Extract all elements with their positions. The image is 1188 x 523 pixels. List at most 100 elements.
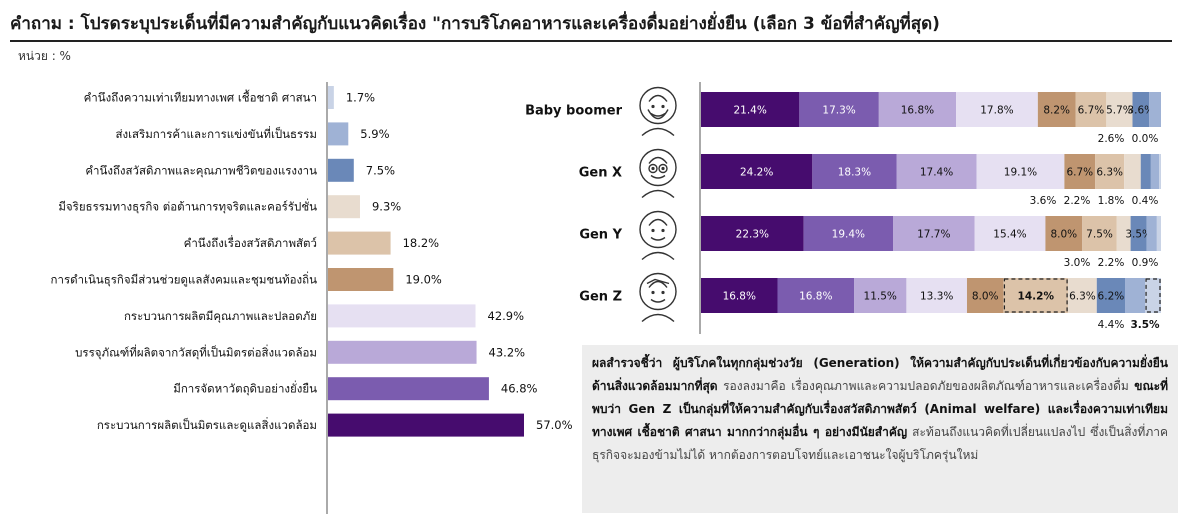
stacked-segment	[1064, 154, 1096, 189]
segment-label: 3.5%	[1125, 229, 1152, 241]
stacked-segment	[1146, 216, 1157, 251]
segment-label: 8.0%	[972, 291, 999, 303]
value-label: 1.7%	[346, 91, 375, 105]
category-label: มีจริยธรรมทางธุรกิจ ต่อต้านการทุจริตและค…	[58, 199, 317, 214]
segment-label: 16.8%	[799, 291, 832, 303]
bar	[328, 158, 354, 182]
stacked-segment	[701, 216, 804, 251]
summary-normal-2: สะท้อนถึงแนวคิดที่เปลี่ยนแปลงไป ซึ่งเป็น…	[592, 425, 1168, 462]
highlight-box	[1145, 278, 1161, 313]
segment-label: 3.6%	[1127, 105, 1154, 117]
segment-label: 24.2%	[740, 167, 773, 179]
segment-label: 15.4%	[993, 229, 1026, 241]
stacked-segment	[1150, 154, 1160, 189]
icon-shoulders	[641, 189, 675, 199]
stacked-segment	[1106, 92, 1133, 127]
stacked-segment	[1095, 154, 1125, 189]
segment-label: 19.1%	[1004, 167, 1037, 179]
segment-label: 13.3%	[920, 291, 953, 303]
bar	[328, 340, 477, 364]
value-label: 18.2%	[403, 236, 440, 250]
stacked-segment	[956, 92, 1038, 127]
icon-shoulders	[641, 251, 675, 261]
icon-hair	[648, 280, 668, 288]
stacked-segment	[906, 278, 967, 313]
icon-outline	[639, 148, 677, 187]
segment-label: 17.7%	[917, 229, 950, 241]
stacked-segment	[1132, 92, 1150, 127]
title-divider	[10, 40, 1172, 42]
icon-eye	[651, 228, 655, 233]
summary-bold-1: ผลสำรวจชี้ว่า ผู้บริโภคในทุกกลุ่มช่วงวัย…	[592, 356, 1168, 393]
stacked-segment	[1075, 92, 1107, 127]
icon-glasses-lens	[658, 163, 668, 174]
stacked-segment	[854, 278, 907, 313]
below-label: 3.6%	[1030, 195, 1057, 207]
icon-eye	[661, 290, 665, 295]
stacked-segment	[966, 278, 1004, 313]
stacked-segment	[878, 92, 957, 127]
icon-eye	[661, 166, 665, 171]
highlight-box	[1003, 278, 1068, 313]
stacked-segment	[1156, 216, 1161, 251]
value-label: 19.0%	[405, 273, 442, 287]
segment-label: 8.2%	[1043, 105, 1070, 117]
icon-mouth	[650, 298, 666, 303]
below-label: 1.8%	[1098, 195, 1125, 207]
stacked-segment	[1125, 278, 1146, 313]
icon-hair	[648, 218, 668, 226]
bar	[328, 86, 334, 109]
bar	[328, 122, 349, 146]
icon-eye	[661, 228, 665, 233]
value-label: 7.5%	[366, 163, 395, 177]
bar	[328, 231, 391, 255]
icon-shoulders	[641, 127, 675, 137]
bar	[328, 195, 360, 219]
stacked-segment	[1068, 278, 1097, 313]
stacked-segment	[701, 278, 778, 313]
below-label: 3.5%	[1130, 319, 1160, 331]
generation-stacked-chart: Baby boomer 21.4% 17.3% 16.8% 17.8% 8.2% 6.7% 5…	[525, 82, 1161, 334]
stacked-segment	[976, 154, 1065, 189]
stacked-segment	[1130, 216, 1147, 251]
summary-box: ผลสำรวจชี้ว่า ผู้บริโภคในทุกกลุ่มช่วงวัย…	[582, 345, 1178, 513]
segment-label: 8.0%	[1050, 229, 1077, 241]
stacked-segment	[1149, 92, 1161, 127]
segment-label: 21.4%	[733, 105, 766, 117]
stacked-segment	[1082, 216, 1117, 251]
icon-eye	[651, 290, 655, 295]
segment-label: 11.5%	[864, 291, 897, 303]
segment-label: 18.3%	[838, 167, 871, 179]
category-label: คำนึงถึงสวัสดิภาพและคุณภาพชีวิตของแรงงาน	[85, 163, 317, 177]
stacked-segment	[1003, 278, 1069, 313]
unit-label: หน่วย : %	[18, 49, 71, 63]
icon-beard	[647, 109, 669, 120]
stacked-segment	[799, 92, 879, 127]
stacked-segment	[896, 154, 977, 189]
summary-normal-1: รองลงมาคือ เรื่องคุณภาพและความปลอดภัยของ…	[717, 379, 1135, 393]
man-glasses-icon	[639, 148, 677, 199]
category-label: การดำเนินธุรกิจมีส่วนช่วยดูแลสังคมและชุม…	[51, 272, 318, 287]
segment-label: 14.2%	[1018, 291, 1055, 303]
icon-shoulders	[641, 313, 675, 323]
stacked-segment	[803, 216, 894, 251]
category-label: กระบวนการผลิตเป็นมิตรและดูแลสิ่งแวดล้อม	[97, 417, 317, 432]
stacked-segment	[1116, 216, 1131, 251]
value-label: 5.9%	[360, 127, 389, 141]
icon-mouth	[650, 112, 666, 117]
icon-fringe	[646, 278, 670, 285]
man-icon	[639, 210, 677, 261]
young-man-icon	[639, 272, 677, 323]
stacked-segment	[893, 216, 975, 251]
below-label: 2.2%	[1098, 257, 1125, 269]
icon-hair	[648, 156, 668, 164]
icon-eye	[661, 104, 665, 109]
icon-outline	[639, 210, 677, 249]
segment-label: 17.3%	[822, 105, 855, 117]
stacked-segment	[701, 92, 800, 127]
value-label: 9.3%	[372, 200, 401, 214]
below-label: 2.2%	[1064, 195, 1091, 207]
icon-eye	[651, 166, 655, 171]
bar	[328, 413, 524, 437]
stacked-segment	[1037, 92, 1076, 127]
